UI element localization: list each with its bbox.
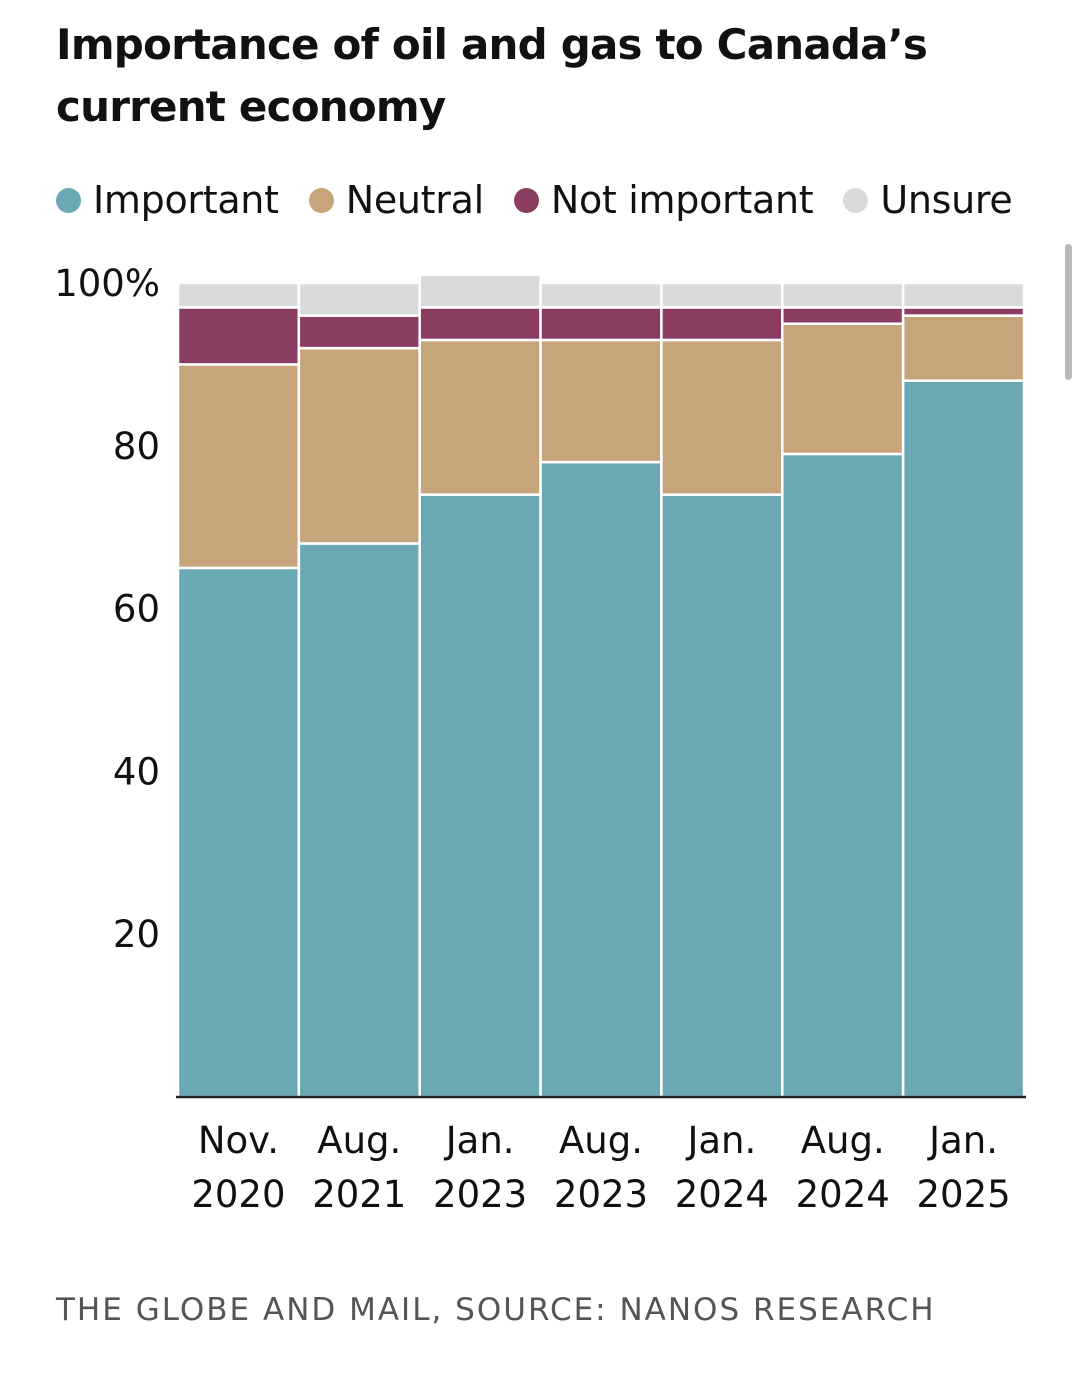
bar-segment-neutral bbox=[297, 346, 421, 545]
bar-segment-important bbox=[297, 542, 421, 1099]
bar-segment-important bbox=[539, 460, 663, 1099]
bar-segment-unsure bbox=[781, 281, 905, 309]
bar-segment-neutral bbox=[660, 338, 784, 496]
bar-segment-unsure bbox=[297, 281, 421, 317]
x-tick-label: Aug. bbox=[559, 1119, 643, 1162]
bar-segment-unsure bbox=[539, 281, 663, 309]
x-tick-label: 2024 bbox=[675, 1173, 769, 1216]
x-tick-label: 2024 bbox=[796, 1173, 890, 1216]
bar-segment-neutral bbox=[418, 338, 542, 496]
legend-label-important: Important bbox=[93, 178, 279, 222]
bar-segment-important bbox=[781, 452, 905, 1099]
x-tick-label: Aug. bbox=[801, 1119, 885, 1162]
x-tick-label: Jan. bbox=[685, 1119, 756, 1162]
x-tick-label: 2023 bbox=[554, 1173, 648, 1216]
bar-segment-important bbox=[176, 566, 301, 1099]
bar-segment-not-important bbox=[176, 306, 301, 366]
legend-item-unsure: Unsure bbox=[843, 178, 1013, 222]
legend-swatch-unsure bbox=[843, 187, 869, 213]
legend-swatch-not-important bbox=[513, 187, 539, 213]
bar-segment-not-important bbox=[781, 306, 905, 325]
x-tick-label: Aug. bbox=[317, 1119, 401, 1162]
bar-segment-neutral bbox=[901, 314, 1026, 382]
legend-item-not-important: Not important bbox=[513, 178, 814, 222]
legend-label-neutral: Neutral bbox=[345, 178, 484, 222]
bar-segment-important bbox=[660, 493, 784, 1099]
legend-swatch-important bbox=[56, 187, 81, 213]
x-tick-label: 2025 bbox=[916, 1173, 1010, 1216]
legend-swatch-neutral bbox=[308, 187, 334, 213]
y-tick-label: 40 bbox=[113, 750, 160, 793]
legend-item-important: Important bbox=[56, 178, 279, 222]
x-tick-label: Jan. bbox=[927, 1119, 998, 1162]
bar-segment-unsure bbox=[901, 281, 1026, 309]
y-tick-label: 100% bbox=[54, 262, 160, 305]
chart-title: Importance of oil and gas to Canada’s cu… bbox=[56, 20, 928, 131]
chart-legend: Important Neutral Not important Unsure bbox=[56, 178, 1043, 222]
x-tick-label: 2020 bbox=[191, 1173, 285, 1216]
bar-segment-unsure bbox=[660, 281, 784, 309]
y-tick-label: 80 bbox=[113, 425, 160, 468]
x-tick-label: Nov. bbox=[198, 1119, 279, 1162]
bar-segment-neutral bbox=[539, 338, 663, 464]
bar-segment-not-important bbox=[418, 306, 542, 342]
x-tick-label: Jan. bbox=[444, 1119, 515, 1162]
bar-segment-not-important bbox=[539, 306, 663, 342]
bar-segment-neutral bbox=[176, 363, 301, 570]
y-tick-label: 20 bbox=[113, 913, 160, 956]
x-tick-label: 2021 bbox=[312, 1173, 406, 1216]
bar-segment-important bbox=[418, 493, 542, 1099]
y-tick-label: 60 bbox=[113, 588, 160, 631]
legend-label-unsure: Unsure bbox=[880, 178, 1013, 222]
bar-segment-not-important bbox=[660, 306, 784, 342]
bar-segment-unsure bbox=[418, 273, 542, 309]
source-credit: THE GLOBE AND MAIL, SOURCE: NANOS RESEAR… bbox=[56, 1292, 936, 1328]
bar-segment-important bbox=[901, 379, 1026, 1099]
bar-segment-not-important bbox=[297, 314, 421, 350]
legend-item-neutral: Neutral bbox=[308, 178, 484, 222]
bar-segment-neutral bbox=[781, 322, 905, 456]
bar-segment-unsure bbox=[176, 281, 301, 309]
legend-label-not-important: Not important bbox=[550, 178, 814, 222]
stacked-bar-chart: 100% 80 60 40 20 Nov. 2020 Aug. 2021 Jan. 2023 Aug.… bbox=[54, 262, 1026, 1216]
scrollbar-thumb[interactable] bbox=[1065, 244, 1072, 380]
x-tick-label: 2023 bbox=[433, 1173, 527, 1216]
